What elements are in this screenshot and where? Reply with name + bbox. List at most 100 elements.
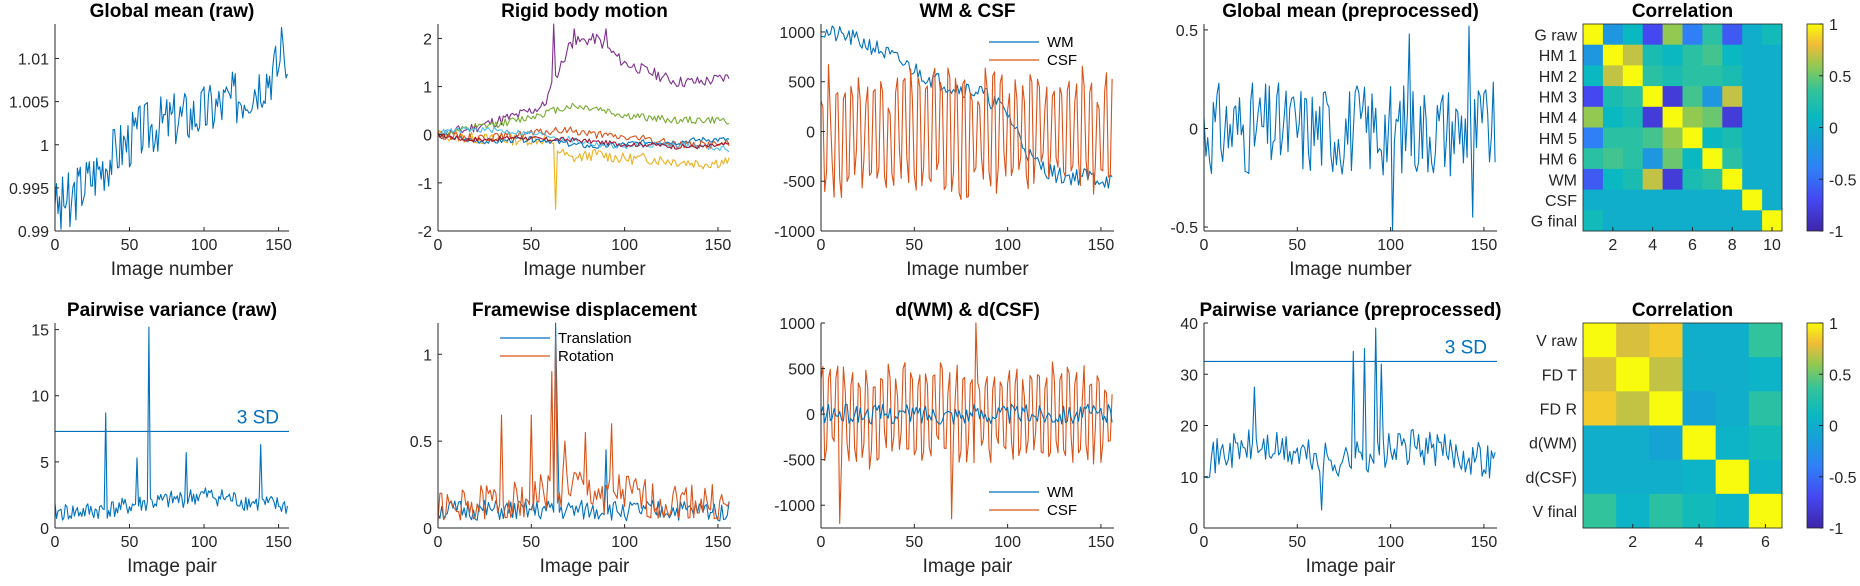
heatmap-cell [1748, 357, 1783, 392]
panel-global-mean-raw: Global mean (raw) 0 50 100 150 0.99 0.995 1 1.00… [9, 1, 292, 280]
heatmap-cell [1662, 106, 1683, 128]
heatmap-cell [1616, 323, 1650, 358]
y-tick-label: -500 [783, 174, 815, 191]
x-tick-label: 50 [905, 534, 923, 551]
row-label: G raw [1534, 27, 1577, 44]
heatmap-cell [1642, 189, 1663, 211]
x-tick-label: 100 [994, 534, 1021, 551]
heatmap-cell [1622, 168, 1644, 190]
colorbar: 1 0.5 0 -0.5 -1 [1806, 17, 1857, 241]
heatmap-cell [1748, 459, 1783, 495]
y-tick-label: 0.99 [18, 224, 49, 241]
x-tick-label: 50 [522, 534, 540, 551]
heatmap-cell [1662, 65, 1683, 87]
heatmap-cell [1742, 44, 1763, 66]
heatmap-cell [1742, 127, 1763, 149]
x-tick-label: 2 [1628, 534, 1637, 551]
x-axis-label: Image number [111, 259, 234, 280]
x-tick-label: 8 [1728, 237, 1737, 254]
heatmap-cell [1682, 65, 1703, 87]
x-tick-label: 0 [817, 534, 826, 551]
panel-correlation-top: Correlation G raw HM 1 HM 2 HM 3 HM 4 HM 5 HM 6… [1531, 1, 1857, 254]
heatmap-cell [1722, 168, 1743, 190]
x-axis-label: Image number [906, 259, 1029, 280]
heatmap-cell [1649, 459, 1683, 495]
legend-label-rotation: Rotation [558, 348, 614, 365]
x-axis-label: Image pair [1306, 556, 1396, 577]
row-label: G final [1531, 214, 1577, 231]
heatmap-cell [1622, 65, 1644, 87]
heatmap-cell [1722, 106, 1743, 128]
heatmap-cell [1583, 189, 1604, 211]
x-tick-label: 2 [1608, 237, 1617, 254]
heatmap-cell [1682, 459, 1717, 495]
heatmap-cell [1662, 127, 1683, 149]
heatmap-cell [1583, 106, 1604, 128]
heatmap-cell [1616, 459, 1650, 495]
heatmap-cell [1616, 425, 1650, 461]
heatmap-cell [1642, 210, 1663, 232]
heatmap-cell [1622, 148, 1644, 170]
heatmap-cell [1742, 106, 1763, 128]
panel-framewise-displacement: Framewise displacement 0 50 100 150 0 0.5 1 Imag… [410, 300, 732, 577]
heatmap-cell [1616, 357, 1650, 392]
legend-label-csf: CSF [1047, 52, 1077, 69]
heatmap-cell [1649, 357, 1683, 392]
heatmap-cells [1583, 24, 1783, 232]
y-tick-label: 20 [1180, 419, 1198, 436]
heatmap-cell [1682, 189, 1703, 211]
panel-title: Global mean (preprocessed) [1222, 1, 1479, 22]
panel-title: Rigid body motion [501, 1, 668, 22]
heatmap-cell [1702, 210, 1723, 232]
x-axis-label: Image pair [923, 556, 1013, 577]
plot-area [1203, 25, 1496, 232]
heatmap-cell [1715, 459, 1750, 495]
heatmap-cell [1662, 44, 1683, 66]
x-tick-label: 100 [191, 534, 218, 551]
y-tick-label: 0 [423, 521, 432, 538]
heatmap-cells [1583, 323, 1783, 529]
panel-rigid-body-motion: Rigid body motion 0 50 100 150 -2 -1 0 1 2 Image n… [418, 1, 732, 280]
row-label: WM [1549, 172, 1577, 189]
x-tick-label: 50 [1288, 534, 1306, 551]
colorbar-tick-label: 1 [1829, 17, 1838, 34]
heatmap-cell [1649, 493, 1683, 529]
colorbar-tick-label: 0 [1829, 419, 1838, 436]
heatmap-cell [1622, 127, 1644, 149]
heatmap-cell [1682, 357, 1717, 392]
heatmap-cell [1602, 210, 1624, 232]
axes: 0 50 100 150-0.500.5 [1170, 23, 1497, 254]
x-tick-label: 50 [121, 534, 139, 551]
heatmap-cell [1682, 24, 1703, 46]
heatmap-cell [1682, 425, 1717, 461]
heatmap-cell [1649, 425, 1683, 461]
series-line-0 [1203, 25, 1496, 232]
x-tick-label: 0 [51, 237, 60, 254]
heatmap-cell [1642, 86, 1663, 108]
y-tick-label: 0.5 [1176, 23, 1198, 40]
heatmap-cell [1715, 425, 1750, 461]
colorbar-tick-label: 0.5 [1829, 367, 1851, 384]
heatmap-cell [1602, 65, 1624, 87]
heatmap-cell [1762, 106, 1783, 128]
heatmap-cell [1762, 65, 1783, 87]
heatmap-frame [1582, 322, 1783, 529]
panel-title: d(WM) & d(CSF) [895, 300, 1040, 321]
y-tick-label: 5 [40, 455, 49, 472]
heatmap-cell [1602, 168, 1624, 190]
heatmap-cell [1583, 391, 1617, 426]
x-tick-label: 4 [1695, 534, 1704, 551]
heatmap-cell [1583, 210, 1604, 232]
heatmap-cell [1715, 357, 1750, 392]
series-line-1 [437, 102, 730, 139]
row-label: HM 2 [1539, 69, 1577, 86]
heatmap-cell [1682, 210, 1703, 232]
plot-area [820, 322, 1113, 524]
axes: 0 50 100 150 0 10 20 30 40 [1180, 316, 1497, 551]
y-tick-label: 0.995 [9, 181, 49, 198]
y-tick-label: 0.5 [410, 434, 432, 451]
heatmap-cell [1622, 106, 1644, 128]
y-tick-label: 500 [788, 362, 815, 379]
y-tick-label: 1 [423, 347, 432, 364]
heatmap-cell [1742, 189, 1763, 211]
